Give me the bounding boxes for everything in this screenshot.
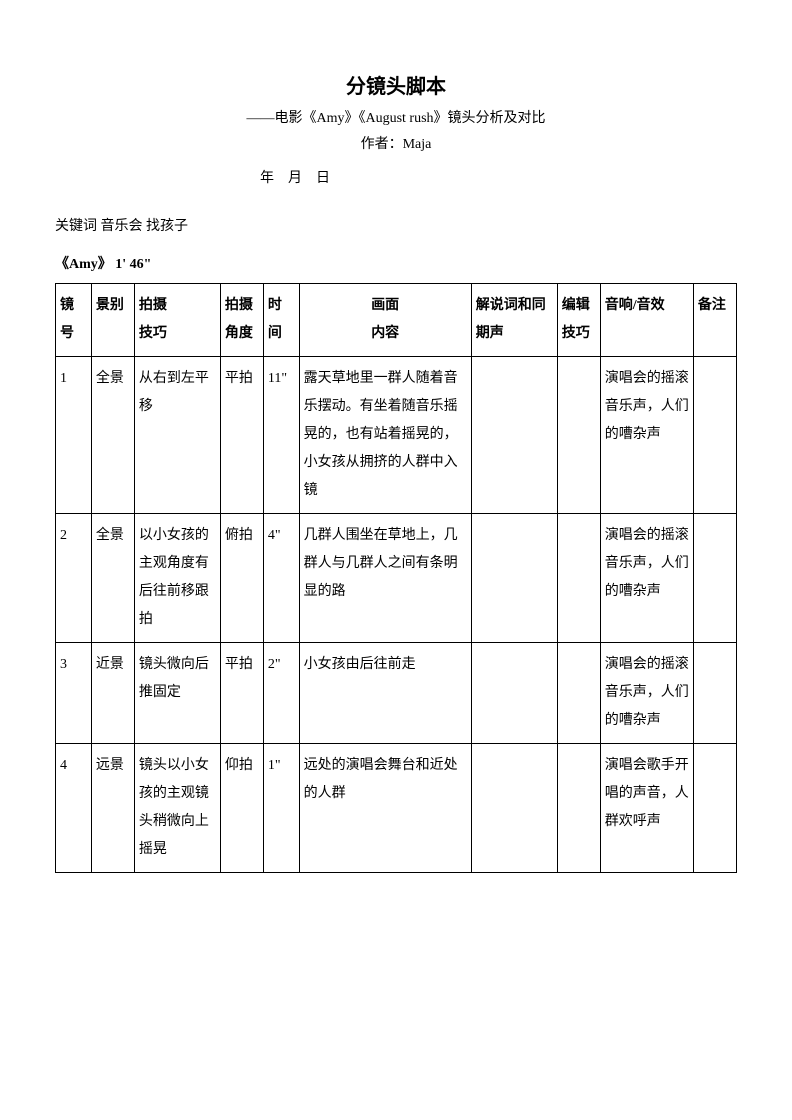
cell-time: 4" xyxy=(263,514,299,643)
cell-content: 几群人围坐在草地上，几群人与几群人之间有条明显的路 xyxy=(299,514,471,643)
cell-sound: 演唱会歌手开唱的声音，人群欢呼声 xyxy=(600,744,693,873)
storyboard-table: 镜号 景别 拍摄 技巧 拍摄 角度 时间 画面 内容 解说词和同 期声 xyxy=(55,283,737,873)
table-row: 2 全景 以小女孩的主观角度有后往前移跟拍 俯拍 4" 几群人围坐在草地上，几群… xyxy=(56,514,737,643)
cell-angle: 俯拍 xyxy=(220,514,263,643)
cell-tech: 镜头以小女孩的主观镜头稍微向上摇晃 xyxy=(134,744,220,873)
cell-note xyxy=(693,357,736,514)
header-angle: 拍摄 角度 xyxy=(220,284,263,357)
cell-edit xyxy=(557,643,600,744)
cell-sound: 演唱会的摇滚音乐声，人们的嘈杂声 xyxy=(600,357,693,514)
header-content-l1: 画面 xyxy=(304,292,467,320)
keywords-label: 关键词 音乐会 找孩子 xyxy=(55,215,737,235)
cell-content: 远处的演唱会舞台和近处的人群 xyxy=(299,744,471,873)
cell-voice xyxy=(471,744,557,873)
cell-note xyxy=(693,744,736,873)
author-label: 作者：Maja xyxy=(55,133,737,153)
header-note: 备注 xyxy=(693,284,736,357)
header-tech: 拍摄 技巧 xyxy=(134,284,220,357)
table-header-row: 镜号 景别 拍摄 技巧 拍摄 角度 时间 画面 内容 解说词和同 期声 xyxy=(56,284,737,357)
cell-scene: 远景 xyxy=(91,744,134,873)
section-title: 《Amy》 1' 46" xyxy=(55,253,737,273)
cell-tech: 以小女孩的主观角度有后往前移跟拍 xyxy=(134,514,220,643)
cell-voice xyxy=(471,643,557,744)
cell-scene: 近景 xyxy=(91,643,134,744)
table-body: 1 全景 从右到左平移 平拍 11" 露天草地里一群人随着音乐摆动。有坐着随音乐… xyxy=(56,357,737,873)
cell-edit xyxy=(557,514,600,643)
header-voice: 解说词和同 期声 xyxy=(471,284,557,357)
cell-num: 2 xyxy=(56,514,92,643)
table-row: 1 全景 从右到左平移 平拍 11" 露天草地里一群人随着音乐摆动。有坐着随音乐… xyxy=(56,357,737,514)
cell-num: 3 xyxy=(56,643,92,744)
cell-sound: 演唱会的摇滚音乐声，人们的嘈杂声 xyxy=(600,643,693,744)
cell-time: 11" xyxy=(263,357,299,514)
cell-tech: 从右到左平移 xyxy=(134,357,220,514)
header-voice-l2: 期声 xyxy=(476,320,553,348)
page-title: 分镜头脚本 xyxy=(55,70,737,99)
cell-edit xyxy=(557,744,600,873)
cell-num: 1 xyxy=(56,357,92,514)
header-tech-l2: 技巧 xyxy=(139,320,216,348)
date-line: 年 月 日 xyxy=(260,167,737,187)
header-edit: 编辑 技巧 xyxy=(557,284,600,357)
table-row: 3 近景 镜头微向后推固定 平拍 2" 小女孩由后往前走 演唱会的摇滚音乐声，人… xyxy=(56,643,737,744)
header-num: 镜号 xyxy=(56,284,92,357)
document-page: 分镜头脚本 ——电影《Amy》《August rush》镜头分析及对比 作者：M… xyxy=(0,0,792,913)
header-sound: 音响/音效 xyxy=(600,284,693,357)
cell-scene: 全景 xyxy=(91,514,134,643)
cell-angle: 仰拍 xyxy=(220,744,263,873)
header-content-l2: 内容 xyxy=(304,320,467,348)
header-time: 时间 xyxy=(263,284,299,357)
cell-note xyxy=(693,514,736,643)
header-edit-l1: 编辑 xyxy=(562,292,596,320)
cell-voice xyxy=(471,357,557,514)
cell-scene: 全景 xyxy=(91,357,134,514)
cell-tech: 镜头微向后推固定 xyxy=(134,643,220,744)
table-row: 4 远景 镜头以小女孩的主观镜头稍微向上摇晃 仰拍 1" 远处的演唱会舞台和近处… xyxy=(56,744,737,873)
cell-sound: 演唱会的摇滚音乐声，人们的嘈杂声 xyxy=(600,514,693,643)
header-edit-l2: 技巧 xyxy=(562,320,596,348)
cell-note xyxy=(693,643,736,744)
header-angle-l2: 角度 xyxy=(225,320,259,348)
header-scene: 景别 xyxy=(91,284,134,357)
header-content: 画面 内容 xyxy=(299,284,471,357)
cell-time: 1" xyxy=(263,744,299,873)
page-subtitle: ——电影《Amy》《August rush》镜头分析及对比 xyxy=(55,107,737,127)
header-voice-l1: 解说词和同 xyxy=(476,292,553,320)
cell-num: 4 xyxy=(56,744,92,873)
cell-content: 小女孩由后往前走 xyxy=(299,643,471,744)
header-tech-l1: 拍摄 xyxy=(139,292,216,320)
cell-angle: 平拍 xyxy=(220,643,263,744)
cell-angle: 平拍 xyxy=(220,357,263,514)
cell-content: 露天草地里一群人随着音乐摆动。有坐着随音乐摇晃的，也有站着摇晃的，小女孩从拥挤的… xyxy=(299,357,471,514)
cell-voice xyxy=(471,514,557,643)
header-angle-l1: 拍摄 xyxy=(225,292,259,320)
cell-edit xyxy=(557,357,600,514)
cell-time: 2" xyxy=(263,643,299,744)
